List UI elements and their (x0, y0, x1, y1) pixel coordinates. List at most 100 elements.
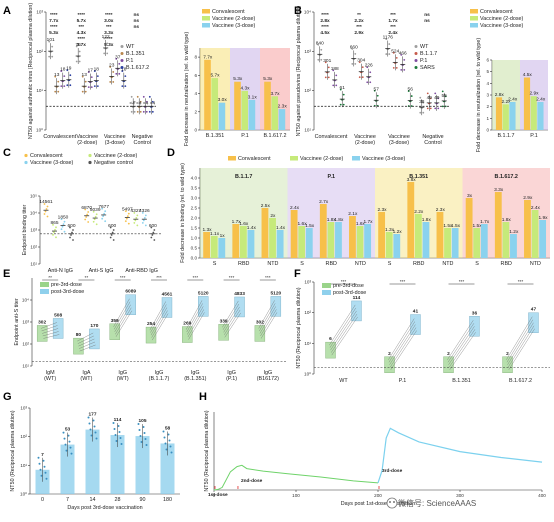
d-x-tick-label: S (388, 261, 392, 267)
b-point (403, 58, 406, 61)
d-bar (327, 222, 335, 258)
b-group-label: Vaccinee (2-dose) (354, 134, 376, 146)
a-value-label: 23 (109, 62, 115, 68)
a-y-tick-label: 10³ (36, 10, 43, 15)
d-bar (364, 224, 372, 258)
b-y-tick-label: 10² (304, 88, 311, 93)
e-value-post: 5120 (198, 290, 209, 296)
a-point (81, 75, 84, 78)
b-value-label: 660 (350, 44, 358, 50)
b-bars-bar-label: 2.4x (536, 97, 546, 103)
g-y-label: NT50 (Reciprocal plasma dilution) (10, 410, 16, 491)
g-point (40, 474, 43, 477)
f-pair-line (447, 320, 474, 360)
e-pair-line (152, 313, 169, 341)
b-point (403, 68, 406, 71)
a-point (60, 85, 63, 88)
f-pair-line (388, 321, 416, 363)
a-point (48, 55, 51, 58)
d-bar-label: 1.5x (451, 223, 461, 229)
e-pair-line (186, 303, 203, 333)
d-bar-label: 1.5x (305, 223, 315, 229)
d-bar (305, 228, 313, 258)
e-y-tick-label: 10² (22, 342, 29, 347)
c-point (112, 229, 115, 231)
b-bars-y-tick-label: 3 (486, 93, 489, 98)
e-pair-line (149, 301, 166, 331)
a-point (69, 74, 72, 77)
a-bars-bar (248, 99, 256, 130)
b-value-label: 57 (374, 86, 380, 92)
h-annotation: 1st-dose (208, 492, 228, 498)
e-pair-line (40, 322, 57, 329)
d-x-tick-label: S (300, 261, 304, 267)
a-value-label: 13 (82, 72, 88, 78)
d-bar (524, 200, 531, 258)
d-x-tick-label: NTD (355, 261, 366, 267)
d-bar-label: 3.8x (407, 177, 417, 183)
b-point (388, 43, 391, 45)
b-bars-bar (523, 77, 531, 130)
c-point (43, 203, 46, 205)
a-point (63, 75, 66, 78)
c-legend-label: Negative control (94, 160, 133, 166)
b-legend-label: SARS (420, 65, 435, 71)
a-point (96, 85, 99, 88)
d-variant-label: B.1.351 (409, 174, 428, 180)
a-point (60, 70, 63, 73)
b-bars-legend-label: Convalescent (480, 9, 513, 15)
c-point (43, 213, 46, 215)
g-point (87, 416, 90, 419)
b-value-label: 188 (331, 66, 339, 72)
a-point (112, 81, 115, 83)
c-point (150, 236, 153, 239)
d-bar-label: 2.4x (290, 205, 300, 211)
c-point (72, 239, 74, 241)
f-value-pre: 2 (506, 351, 509, 357)
h-x-tick-label: 0 (213, 493, 216, 498)
c-point (124, 210, 127, 213)
c-point (153, 239, 156, 241)
d-y-tick-label: 3.0 (191, 196, 198, 201)
b-significance: ns (424, 19, 430, 24)
e-x-tick-label: IgG (WT) (117, 370, 129, 382)
c-y-tick-label: 10⁴ (30, 211, 37, 216)
c-y-label: Endpoint binding titer (22, 204, 28, 255)
f-pair-line (329, 307, 357, 348)
h-annotation: 2nd-dose (241, 478, 263, 484)
f-pair-line (330, 313, 358, 353)
b-point (429, 97, 432, 100)
c-point (150, 226, 153, 229)
c-value-label: 4326 (139, 208, 150, 214)
g-point (38, 462, 41, 465)
c-y-tick-label: 10⁵ (30, 194, 37, 199)
d-bar-label: 1.4x (247, 225, 257, 231)
g-point (169, 445, 172, 448)
d-bar-label: 3.3x (494, 187, 504, 193)
panel-label-f: F (294, 268, 301, 280)
b-point (335, 84, 338, 87)
b-legend-label: WT (420, 44, 429, 50)
f-pair-line (507, 325, 535, 368)
e-legend-label: pre-3rd-dose (51, 282, 82, 288)
g-x-tick-label: 14 (90, 497, 96, 503)
e-pair-line (150, 307, 168, 336)
d-bar-label: 1.8x (334, 217, 344, 223)
g-point (37, 456, 40, 459)
e-y-label: Endpoint anti-S titer (14, 298, 20, 346)
d-legend-label: Convalescent (238, 156, 271, 162)
g-bar (60, 444, 75, 494)
b-point (437, 97, 440, 100)
c-point (143, 217, 146, 219)
f-value-pre: 6 (329, 336, 332, 342)
c-point (144, 214, 147, 217)
a-significance: ns (133, 13, 139, 18)
g-point (69, 446, 72, 449)
a-y-label: NT50 against authentic virus (Reciprocal… (28, 3, 34, 140)
a-significance: *** (106, 24, 112, 30)
a-group-label: Negative Control (132, 134, 153, 146)
a-significance: ns (133, 19, 139, 24)
e-value-post: 6089 (125, 289, 136, 295)
g-point (145, 444, 148, 447)
